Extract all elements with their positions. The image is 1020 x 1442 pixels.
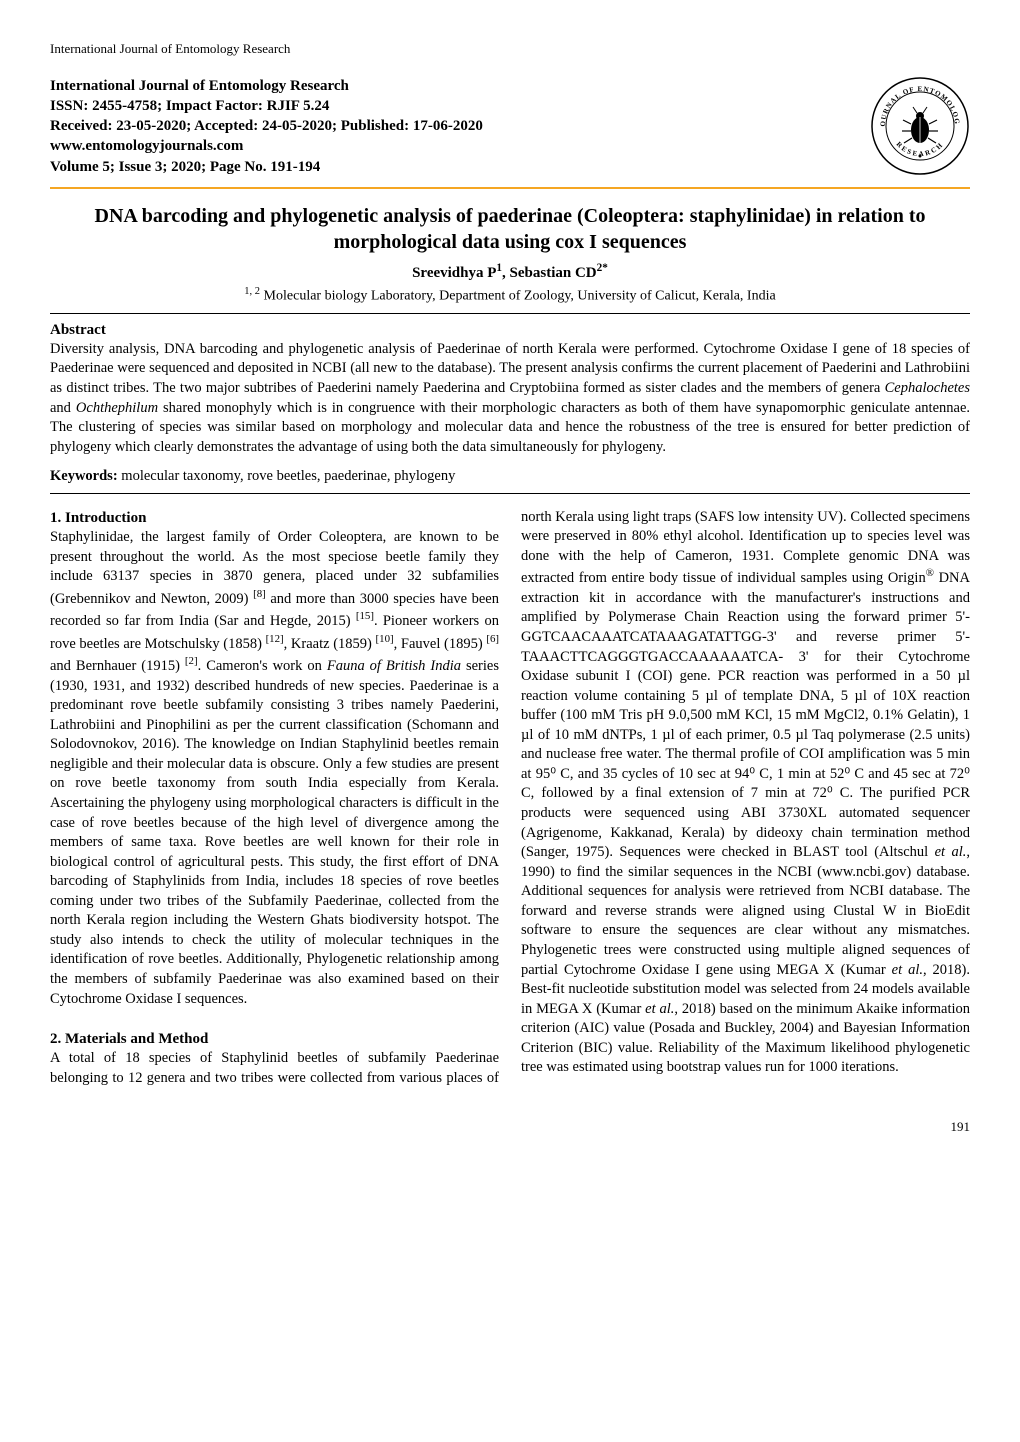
keywords-heading: Keywords:	[50, 468, 118, 484]
dates-line: Received: 23-05-2020; Accepted: 24-05-20…	[50, 116, 870, 136]
keywords-text: molecular taxonomy, rove beetles, paeder…	[121, 468, 455, 484]
journal-url: www.entomologyjournals.com	[50, 136, 870, 156]
volume-line: Volume 5; Issue 3; 2020; Page No. 191-19…	[50, 157, 870, 177]
abstract-heading: Abstract	[50, 320, 970, 340]
rule-below-keywords	[50, 493, 970, 494]
masthead: International Journal of Entomology Rese…	[50, 76, 970, 177]
section-1-text: Staphylinidae, the largest family of Ord…	[50, 529, 499, 1006]
abstract-block: Abstract Diversity analysis, DNA barcodi…	[50, 320, 970, 458]
running-header: International Journal of Entomology Rese…	[50, 40, 970, 58]
section-1-heading: 1. Introduction	[50, 510, 146, 526]
masthead-text-block: International Journal of Entomology Rese…	[50, 76, 870, 177]
journal-name: International Journal of Entomology Rese…	[50, 76, 870, 96]
author-line: Sreevidhya P1, Sebastian CD2*	[50, 261, 970, 283]
rule-above-abstract	[50, 313, 970, 314]
issn-line: ISSN: 2455-4758; Impact Factor: RJIF 5.2…	[50, 96, 870, 116]
top-rule	[50, 187, 970, 189]
page-number: 191	[50, 1118, 970, 1136]
abstract-text: Diversity analysis, DNA barcoding and ph…	[50, 340, 970, 457]
section-2-heading: 2. Materials and Method	[50, 1031, 208, 1047]
journal-logo: JOURNAL OF ENTOMOLOGY RESEARCH	[870, 76, 970, 176]
article-title: DNA barcoding and phylogenetic analysis …	[50, 203, 970, 255]
keywords-line: Keywords: molecular taxonomy, rove beetl…	[50, 467, 970, 487]
body-columns: 1. Introduction Staphylinidae, the large…	[50, 508, 970, 1089]
affiliation-line: 1, 2 Molecular biology Laboratory, Depar…	[50, 285, 970, 307]
